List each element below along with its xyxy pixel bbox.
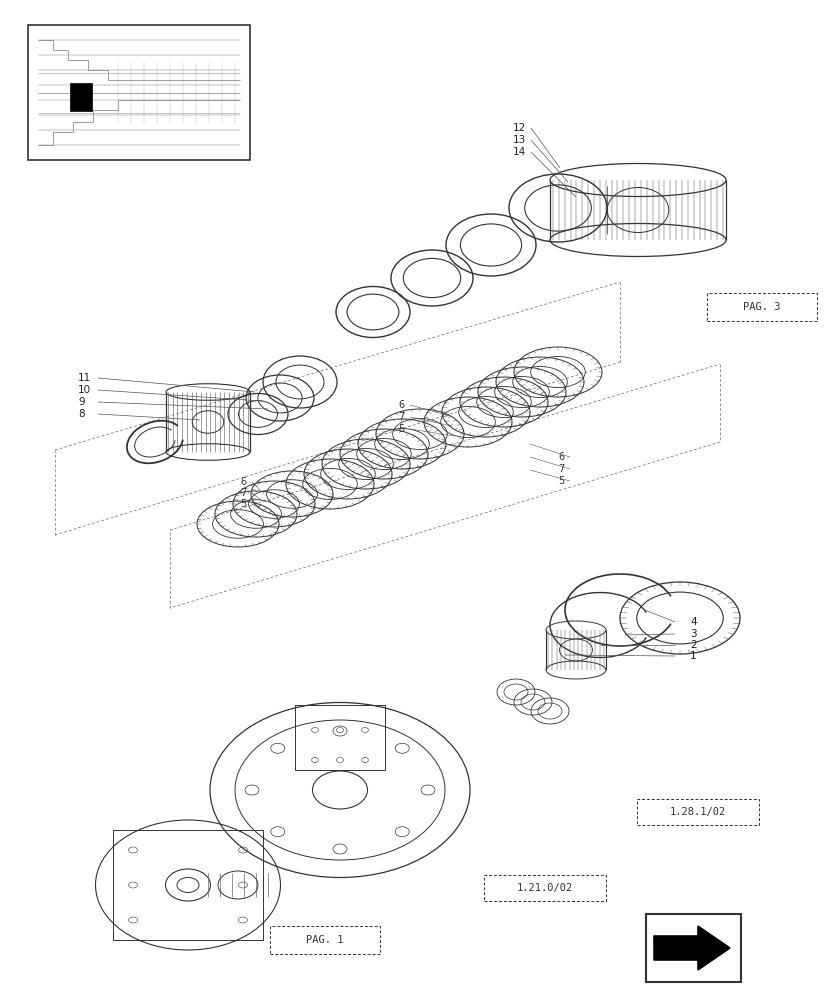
Text: 11: 11 <box>78 373 91 383</box>
Text: 6: 6 <box>558 452 564 462</box>
Text: 1: 1 <box>690 651 696 661</box>
Text: 12: 12 <box>513 123 527 133</box>
Text: 6: 6 <box>240 477 246 487</box>
Text: 5: 5 <box>240 499 246 509</box>
Text: 6: 6 <box>398 400 404 410</box>
Text: 5: 5 <box>558 476 564 486</box>
Bar <box>646 914 741 982</box>
Bar <box>70 83 92 111</box>
Text: 13: 13 <box>513 135 527 145</box>
Bar <box>707 293 817 321</box>
Text: 4: 4 <box>690 617 696 627</box>
Text: 7: 7 <box>558 464 564 474</box>
Text: 14: 14 <box>513 147 527 157</box>
Text: 9: 9 <box>78 397 85 407</box>
Bar <box>295 705 385 770</box>
Bar <box>270 926 380 954</box>
Text: 3: 3 <box>690 629 696 639</box>
Polygon shape <box>654 926 730 970</box>
Text: 1.21.0/02: 1.21.0/02 <box>517 883 574 893</box>
Text: 2: 2 <box>690 640 696 650</box>
Text: 8: 8 <box>78 409 85 419</box>
Text: 7: 7 <box>398 412 405 422</box>
Text: 5: 5 <box>398 424 405 434</box>
Text: 1.28.1/02: 1.28.1/02 <box>670 807 726 817</box>
Bar <box>484 875 606 901</box>
Bar <box>28 25 250 160</box>
Text: 7: 7 <box>240 488 246 498</box>
Text: 10: 10 <box>78 385 91 395</box>
Bar <box>637 799 759 825</box>
Text: PAG. 1: PAG. 1 <box>307 935 344 945</box>
Text: PAG. 3: PAG. 3 <box>743 302 781 312</box>
Bar <box>113 830 263 940</box>
